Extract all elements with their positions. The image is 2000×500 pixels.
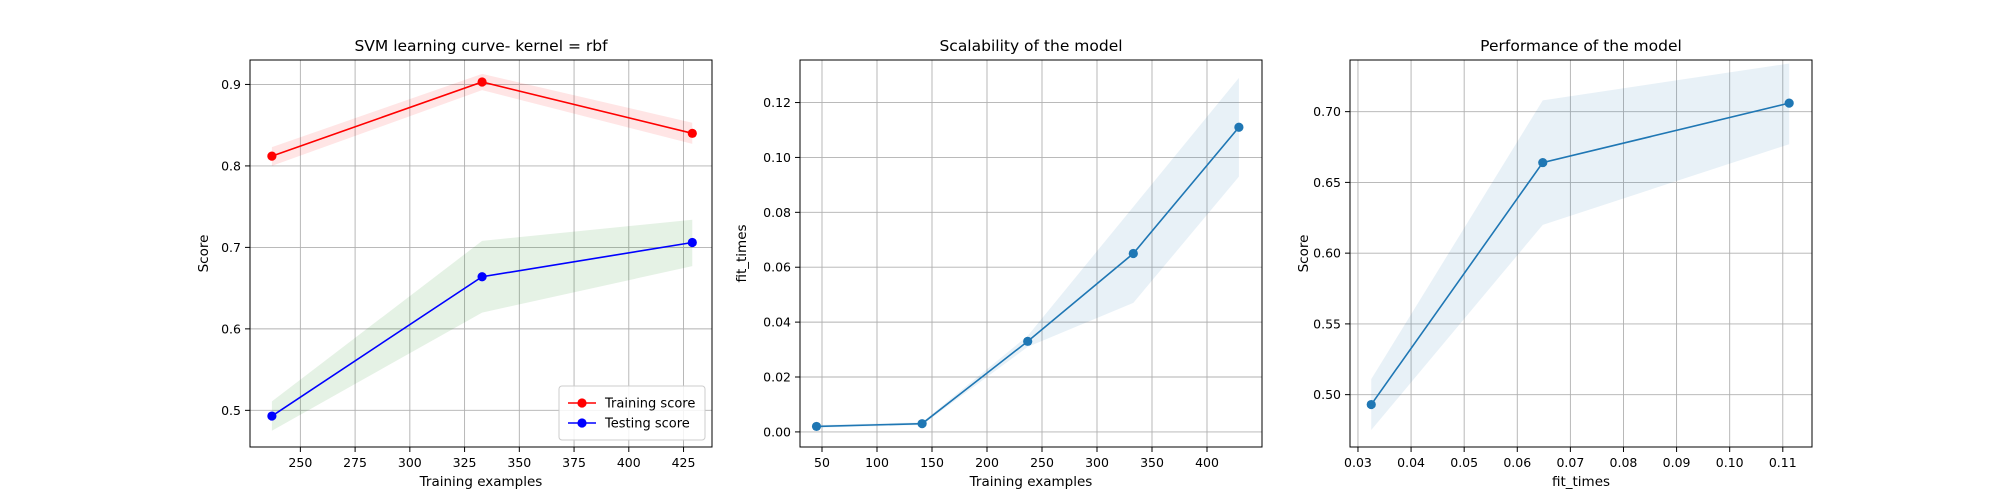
y-tick-label: 0.8 <box>221 158 241 173</box>
x-tick-label: 200 <box>975 455 999 470</box>
confidence-band-1 <box>271 73 693 166</box>
y-tick-label: 0.60 <box>1313 246 1341 261</box>
legend-marker <box>577 398 587 408</box>
y-tick-label: 0.70 <box>1313 104 1341 119</box>
x-tick-label: 50 <box>814 455 830 470</box>
legend: Training score Testing score <box>558 385 706 441</box>
y-tick-label: 0.12 <box>763 95 791 110</box>
y-tick-label: 0.7 <box>221 240 241 255</box>
data-point <box>477 272 487 282</box>
x-tick-label: 100 <box>865 455 889 470</box>
x-tick-label: 0.08 <box>1610 455 1638 470</box>
chart-panel-2: 50 100 150 200 250 300 350 400 0.00 0.02 0.04 0.06 0… <box>734 37 1263 490</box>
data-point <box>687 237 697 248</box>
x-tick-label: 400 <box>617 455 641 470</box>
x-axis-label: Training examples <box>969 474 1093 490</box>
data-point <box>1023 336 1033 346</box>
x-tick-label: 250 <box>1030 455 1054 470</box>
data-point <box>267 411 277 421</box>
data-point <box>477 77 487 87</box>
x-axis-label: Training examples <box>419 474 543 490</box>
axes-frame <box>799 59 1263 448</box>
y-tick-label: 0.65 <box>1313 175 1341 190</box>
data-point <box>267 151 277 161</box>
x-tick-label: 300 <box>398 455 422 470</box>
x-tick-label: 425 <box>672 455 696 470</box>
data-point <box>811 421 822 432</box>
x-tick-label: 0.03 <box>1344 455 1372 470</box>
x-tick-label: 350 <box>1140 455 1164 470</box>
data-point <box>1234 122 1244 132</box>
x-tick-label: 275 <box>343 455 367 470</box>
legend-label: Testing score <box>604 417 690 432</box>
x-tick-label: 0.10 <box>1716 455 1744 470</box>
y-tick-label: 0.50 <box>1313 387 1341 402</box>
data-point <box>1128 248 1138 259</box>
y-tick-label: 0.06 <box>763 260 791 275</box>
x-tick-label: 0.09 <box>1663 455 1691 470</box>
x-axis-label: fit_times <box>1552 474 1610 490</box>
chart-title: Scalability of the model <box>939 37 1122 55</box>
confidence-band-1 <box>816 77 1239 428</box>
chart-panel-1: 250 275 300 325 350 375 400 425 0.5 0.6 0.7 0.8 0.9 S… <box>196 37 713 490</box>
y-tick-label: 0.10 <box>763 150 791 165</box>
y-tick-label: 0.55 <box>1313 316 1341 331</box>
x-tick-label: 0.07 <box>1556 455 1584 470</box>
data-point <box>1538 157 1548 168</box>
data-point <box>687 128 697 138</box>
chart-panel-3: 0.03 0.04 0.05 0.06 0.07 0.08 0.09 0.10 0.11 0.50… <box>1296 37 1813 490</box>
x-tick-label: 250 <box>288 455 312 470</box>
confidence-band-1 <box>1371 63 1790 431</box>
x-tick-label: 325 <box>453 455 477 470</box>
y-tick-label: 0.04 <box>763 315 791 330</box>
confidence-band-2 <box>271 219 693 431</box>
x-tick-label: 150 <box>920 455 944 470</box>
data-point <box>1366 399 1376 410</box>
y-axis-label: Score <box>196 235 212 273</box>
x-tick-label: 375 <box>562 455 586 470</box>
y-tick-label: 0.9 <box>221 77 241 92</box>
x-tick-label: 300 <box>1085 455 1109 470</box>
x-tick-label: 0.06 <box>1503 455 1531 470</box>
x-tick-label: 350 <box>507 455 531 470</box>
y-tick-label: 0.02 <box>763 370 791 385</box>
x-tick-label: 400 <box>1195 455 1219 470</box>
y-tick-label: 0.6 <box>221 321 241 336</box>
data-point <box>917 419 927 429</box>
y-tick-label: 0.08 <box>763 205 791 220</box>
y-tick-label: 0.00 <box>763 424 791 439</box>
x-tick-label: 0.11 <box>1769 455 1797 470</box>
legend-box <box>558 385 706 441</box>
x-tick-label: 0.05 <box>1450 455 1478 470</box>
axes-frame <box>249 59 713 448</box>
chart-title: Performance of the model <box>1480 37 1682 55</box>
y-axis-label: fit_times <box>734 224 750 282</box>
data-point <box>1784 98 1794 108</box>
y-axis-label: Score <box>1296 235 1312 273</box>
chart-title: SVM learning curve- kernel = rbf <box>354 37 608 55</box>
x-tick-label: 0.04 <box>1397 455 1425 470</box>
y-tick-label: 0.5 <box>221 403 241 418</box>
legend-label: Training score <box>604 397 695 412</box>
legend-marker <box>577 418 587 428</box>
